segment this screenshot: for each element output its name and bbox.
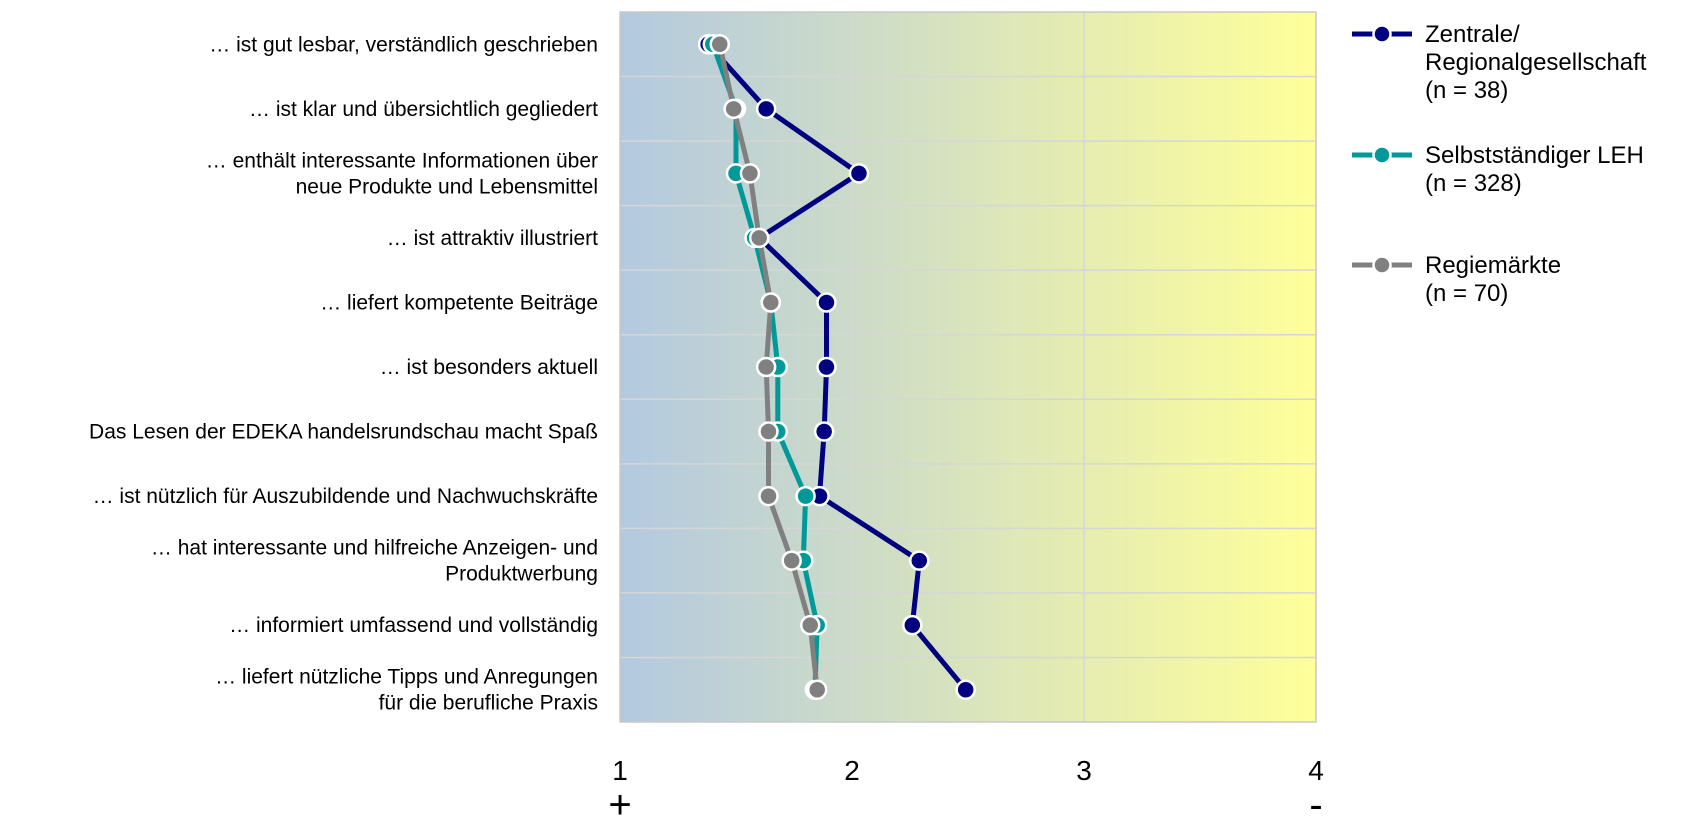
data-point [723,98,744,120]
data-point [758,485,779,507]
data-point [848,163,870,184]
legend-marker [1372,145,1392,165]
x-tick-label: 2 [844,755,860,786]
category-label-line: … ist klar und übersichtlich gegliedert [249,98,598,121]
legend-item: Selbstständiger LEH (n = 328) [1352,142,1644,197]
legend-label-line: (n = 38) [1425,77,1508,104]
legend: Zentrale/Regionalgesellschaft (n = 38) Sel… [1352,21,1647,307]
legend-label-line: (n = 328) [1425,170,1522,197]
legend-label: Zentrale/Regionalgesellschaft (n = 38) [1425,21,1647,104]
plot-area [620,12,1316,722]
x-tick-label: 4 [1308,755,1324,786]
scale-sign-negative: - [1309,783,1322,819]
legend-label-line: Zentrale/ [1425,21,1520,48]
category-label: … hat interessante und hilfreiche Anzeig… [151,537,598,586]
category-label: … ist besonders aktuell [380,356,598,379]
x-tick-label: 1 [612,755,628,786]
data-point [902,614,923,636]
legend-item: Regiemärkte (n = 70) [1352,252,1561,307]
category-label: … enthält interessante Informationen übe… [206,149,598,198]
legend-marker [1372,24,1392,44]
category-label-line: … enthält interessante Informationen übe… [206,149,598,172]
data-point [755,356,777,378]
legend-label-line: (n = 70) [1425,280,1508,307]
category-label-line: … ist nützlich für Auszubildende und Nac… [93,485,598,508]
plot-border [619,11,1317,723]
legend-label: Regiemärkte (n = 70) [1425,252,1561,307]
data-point [909,550,930,571]
category-label-line: … ist besonders aktuell [380,356,598,379]
data-point [760,292,782,313]
series-2 [709,34,828,700]
category-label-line: … liefert nützliche Tipps und Anregungen [215,666,598,689]
legend-label-line: Regionalgesellschaft [1425,49,1647,76]
data-point [795,485,816,507]
data-point [748,227,770,249]
series-lines [697,34,976,700]
category-label-line: neue Produkte und Lebensmittel [296,175,598,198]
category-label-line: … ist gut lesbar, verständlich geschrieb… [209,33,598,56]
category-label: … informiert umfassend und vollständig [229,614,598,637]
category-label-line: … ist attraktiv illustriert [387,227,598,250]
category-label: … ist nützlich für Auszubildende und Nac… [93,485,598,508]
category-label-line: Produktwerbung [445,563,598,586]
legend-label-line: Selbstständiger LEH [1425,142,1644,169]
category-label: … ist gut lesbar, verständlich geschrieb… [209,33,598,56]
data-point [758,421,779,442]
category-label: … ist attraktiv illustriert [387,227,598,250]
category-label: … ist klar und übersichtlich gegliedert [249,98,598,121]
data-point [781,550,802,571]
category-label-line: Das Lesen der EDEKA handelsrundschau mac… [89,421,598,444]
legend-label: Selbstständiger LEH (n = 328) [1425,142,1644,197]
data-point [709,34,731,55]
category-label-line: … informiert umfassend und vollständig [229,614,598,637]
data-point [816,356,837,378]
scale-sign-positive: + [608,783,631,819]
data-point [739,163,761,184]
data-point [816,292,837,313]
x-tick-label: 3 [1076,755,1092,786]
category-label: Das Lesen der EDEKA handelsrundschau mac… [89,421,598,444]
legend-marker [1372,255,1392,275]
data-point [955,679,976,700]
category-label: … liefert kompetente Beiträge [320,291,598,314]
data-point [799,614,821,636]
category-label-line: … hat interessante und hilfreiche Anzeig… [151,537,598,560]
data-point [755,98,777,120]
data-point [813,421,835,442]
category-labels: … ist gut lesbar, verständlich geschrieb… [89,33,598,714]
data-point [806,679,828,700]
legend-label-line: Regiemärkte [1425,252,1561,279]
category-label-line: für die berufliche Praxis [379,692,598,715]
x-axis-ticks: 1 2 3 4 + - [608,755,1323,819]
category-label: … liefert nützliche Tipps und Anregungen… [215,666,598,715]
legend-item: Zentrale/Regionalgesellschaft (n = 38) [1352,21,1647,104]
category-label-line: … liefert kompetente Beiträge [320,291,598,314]
